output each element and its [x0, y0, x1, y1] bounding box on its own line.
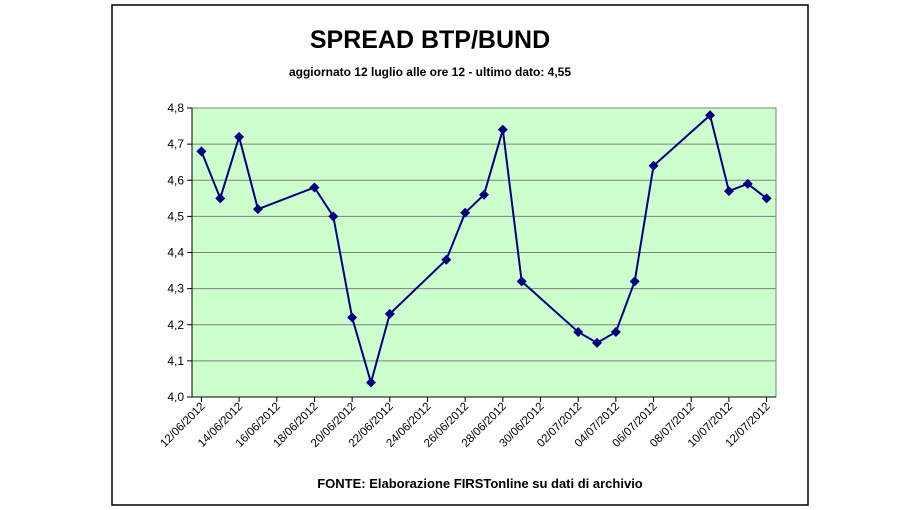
data-point	[252, 204, 263, 215]
data-point	[723, 186, 734, 197]
y-tick-label: 4,2	[167, 318, 184, 332]
data-point	[629, 276, 640, 287]
chart-title: SPREAD BTP/BUND	[310, 26, 550, 54]
data-point	[234, 131, 245, 142]
data-point	[705, 110, 716, 121]
chart-source: FONTE: Elaborazione FIRSTonline su dati …	[317, 476, 643, 491]
data-point	[460, 207, 471, 218]
data-point	[196, 146, 207, 157]
data-point	[592, 337, 603, 348]
data-point	[497, 124, 508, 135]
chart-subtitle: aggiornato 12 luglio alle ore 12 - ultim…	[289, 65, 571, 79]
y-tick-label: 4,4	[167, 246, 184, 260]
data-point	[610, 326, 621, 337]
data-point	[648, 160, 659, 171]
data-point	[309, 182, 320, 193]
data-point	[328, 211, 339, 222]
y-tick-label: 4,7	[167, 137, 184, 151]
y-tick-label: 4,1	[167, 354, 184, 368]
data-point	[573, 326, 584, 337]
data-point	[347, 312, 358, 323]
y-tick-label: 4,3	[167, 282, 184, 296]
data-point	[742, 178, 753, 189]
data-point	[761, 193, 772, 204]
data-point	[479, 189, 489, 200]
data-point	[365, 377, 376, 388]
y-tick-label: 4,0	[167, 390, 184, 404]
y-tick-label: 4,6	[167, 173, 184, 187]
data-point	[384, 308, 395, 319]
data-point	[215, 193, 226, 204]
data-point	[441, 254, 452, 265]
y-tick-label: 4,8	[167, 101, 184, 115]
y-tick-label: 4,5	[167, 209, 184, 223]
data-point	[516, 276, 527, 287]
